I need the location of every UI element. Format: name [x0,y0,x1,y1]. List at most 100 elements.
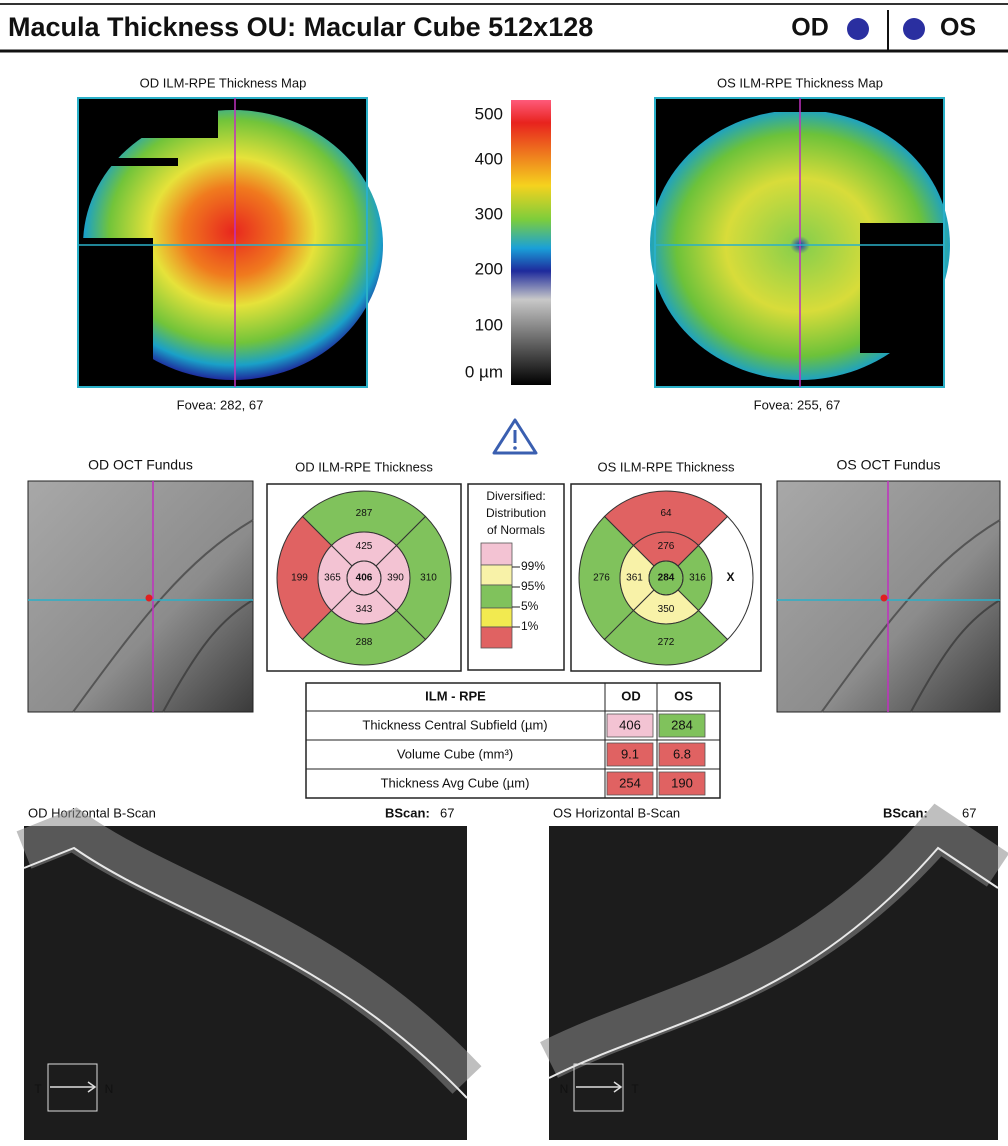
os-dot [903,18,925,40]
grid-title: OS ILM-RPE Thickness [597,459,735,474]
bscan-number: 67 [962,805,976,820]
scale-label: 400 [475,149,503,168]
table-label: Volume Cube (mm³) [397,746,513,761]
orientation-box [47,1063,98,1112]
table-cell [606,742,654,767]
warning-dot [513,446,517,450]
rpe-line [23,846,468,1099]
fundus-title: OD OCT Fundus [88,457,193,473]
legend-swatch [480,542,513,566]
scale-label: 300 [475,204,503,223]
color-scale-bar [511,100,551,385]
sector-value: 276 [593,573,610,584]
table-cell [606,713,654,738]
fundus-vessel [909,599,1001,713]
map-shadow [108,98,218,138]
sector-value: X [726,570,734,584]
table-label: Thickness Avg Cube (µm) [381,775,530,790]
rpe-line [548,846,999,1079]
orientation-right: N [105,1082,114,1096]
table-cell [658,713,706,738]
orientation-left: T [34,1082,42,1096]
sector-value: 276 [658,541,675,552]
map-shadow [78,238,153,388]
table-cell [658,742,706,767]
fundus-title: OS OCT Fundus [836,457,940,473]
bscan-number: 67 [440,805,454,820]
os-label: OS [940,14,976,42]
table-header: ILM - RPE [425,688,486,703]
grid-sector [603,609,729,666]
sector-value: 365 [324,573,341,584]
grid-sector [697,515,754,641]
map-title: OS ILM-RPE Thickness Map [717,75,883,90]
map-shadow [860,223,944,353]
legend-title: Distribution [486,506,546,520]
fovea-marker [145,594,153,602]
fovea-label: Fovea: 255, 67 [754,397,841,412]
fundus-vessel [820,519,1001,713]
grid-sector [301,609,427,666]
scale-label: 500 [475,104,503,123]
bscan-title: OS Horizontal B-Scan [553,805,680,820]
sector-value: 64 [660,508,672,519]
fundus-image [27,480,254,713]
sector-value: 425 [356,541,373,552]
sector-value: 310 [420,573,437,584]
sector-value: 287 [356,508,373,519]
legend-level: 5% [521,599,539,613]
sector-value: 390 [387,573,404,584]
warning-icon [492,418,538,455]
report-title: Macula Thickness OU: Macular Cube 512x12… [8,12,593,42]
table-header: OS [674,688,693,703]
grid-center-outline [346,560,382,596]
fundus-vessel [162,599,254,713]
scale-label: 0 µm [465,362,503,381]
orientation-left: N [560,1082,569,1096]
map-frame [77,97,368,388]
orientation-arrowhead [613,1081,623,1093]
legend-swatch [480,607,513,628]
table-value: 406 [619,717,641,732]
table-header: OD [621,688,641,703]
table-value: 9.1 [621,746,639,761]
sector-value: 272 [658,637,675,648]
legend-swatch [480,564,513,586]
legend-swatch [480,584,513,609]
scale-label: 200 [475,259,503,278]
sector-value: 288 [356,637,373,648]
sector-value: 350 [658,604,675,615]
sector-value: 316 [689,573,706,584]
od-label: OD [791,14,829,42]
bscan-label: BScan: [385,805,430,820]
legend-swatch [480,626,513,649]
sector-value: 361 [626,573,643,584]
grid-center-outline [648,560,684,596]
map-title: OD ILM-RPE Thickness Map [140,75,307,90]
orientation-box [573,1063,624,1112]
orientation-arrowhead [87,1081,97,1093]
sector-value: 343 [356,604,373,615]
table-value: 284 [671,717,693,732]
sector-value: 199 [291,573,308,584]
retina-band [16,807,482,1094]
sector-value: 406 [356,573,373,584]
legend-level: 99% [521,559,545,573]
od-dot [847,18,869,40]
legend-level: 1% [521,619,539,633]
table-value: 190 [671,775,693,790]
scale-label: 100 [475,315,503,334]
grid-title: OD ILM-RPE Thickness [295,459,433,474]
sector-value: 284 [658,573,675,584]
retina-band [540,803,1008,1078]
table-value: 254 [619,775,641,790]
legend-title: of Normals [487,523,545,537]
map-shadow [108,158,178,166]
table-value: 6.8 [673,746,691,761]
legend-level: 95% [521,579,545,593]
grid-sector [395,515,452,641]
table-cell [658,771,706,796]
